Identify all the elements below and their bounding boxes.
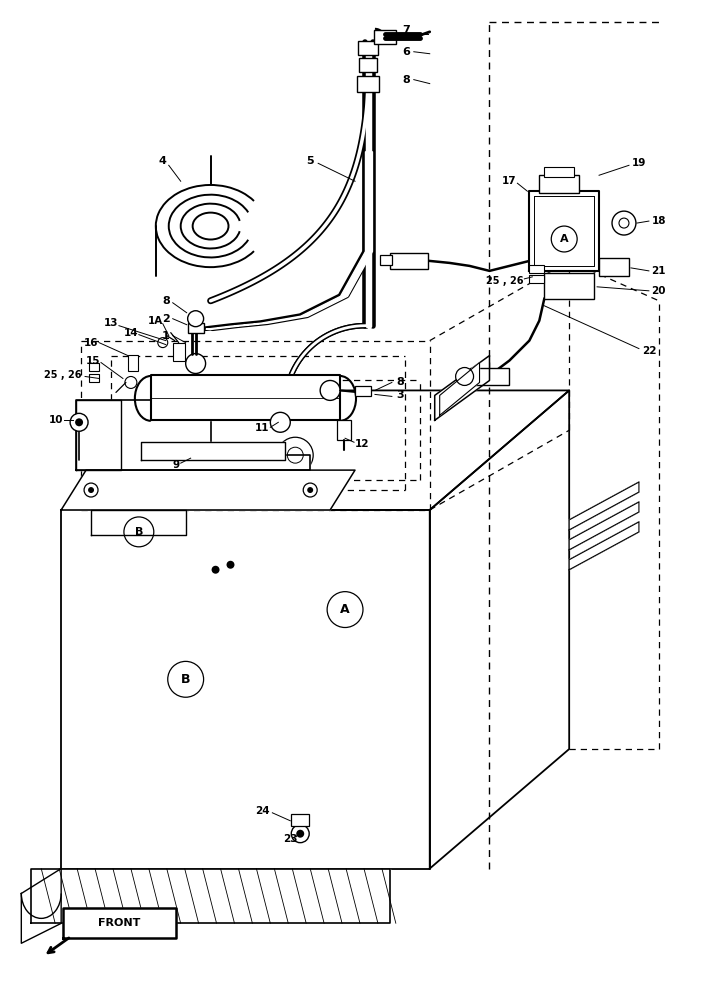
Bar — [337, 420, 351, 440]
Text: 2: 2 — [162, 314, 170, 324]
Bar — [128, 355, 138, 371]
Bar — [357, 76, 379, 92]
Circle shape — [88, 487, 94, 493]
Text: 8: 8 — [402, 75, 410, 85]
Text: B: B — [135, 527, 143, 537]
Text: 22: 22 — [642, 346, 656, 356]
Polygon shape — [141, 442, 285, 460]
Bar — [539, 175, 579, 193]
Text: 17: 17 — [502, 176, 517, 186]
Circle shape — [456, 368, 474, 385]
Bar — [544, 167, 574, 177]
Circle shape — [75, 418, 83, 426]
Polygon shape — [31, 869, 390, 923]
Bar — [544, 273, 594, 299]
Polygon shape — [570, 482, 639, 530]
Circle shape — [277, 437, 313, 473]
Bar — [355, 386, 371, 396]
Text: 10: 10 — [49, 415, 63, 425]
Text: 7: 7 — [402, 25, 410, 35]
Polygon shape — [22, 869, 61, 943]
Text: 3: 3 — [396, 390, 404, 400]
Circle shape — [292, 825, 309, 843]
Polygon shape — [150, 375, 340, 420]
Text: 4: 4 — [159, 156, 167, 166]
Circle shape — [619, 218, 629, 228]
Polygon shape — [61, 390, 570, 510]
Bar — [599, 258, 629, 276]
Circle shape — [158, 338, 168, 348]
Polygon shape — [570, 502, 639, 550]
Text: 11: 11 — [255, 423, 269, 433]
Bar — [89, 374, 99, 382]
Text: 21: 21 — [652, 266, 666, 276]
Bar — [529, 265, 544, 273]
Text: 9: 9 — [172, 460, 179, 470]
Polygon shape — [63, 908, 176, 938]
Polygon shape — [430, 390, 570, 869]
Polygon shape — [529, 191, 599, 271]
Circle shape — [84, 483, 98, 497]
Circle shape — [320, 380, 340, 400]
Text: 1: 1 — [162, 331, 170, 341]
Circle shape — [188, 311, 204, 327]
Text: 5: 5 — [307, 156, 314, 166]
Bar — [359, 58, 377, 72]
Bar — [469, 368, 510, 385]
Text: 8: 8 — [396, 377, 404, 387]
Text: 6: 6 — [402, 47, 410, 57]
Text: 12: 12 — [355, 439, 369, 449]
Text: 16: 16 — [84, 338, 99, 348]
Polygon shape — [76, 400, 121, 470]
Circle shape — [307, 487, 313, 493]
Bar — [390, 253, 428, 269]
Polygon shape — [91, 510, 186, 535]
Text: 8: 8 — [162, 296, 170, 306]
Circle shape — [125, 376, 137, 388]
Text: 15: 15 — [86, 356, 100, 366]
Bar — [292, 814, 309, 826]
Polygon shape — [76, 400, 310, 470]
Bar — [358, 41, 378, 55]
Circle shape — [270, 412, 290, 432]
Text: B: B — [181, 673, 190, 686]
Text: 24: 24 — [255, 806, 270, 816]
Polygon shape — [440, 363, 480, 415]
Text: 1A: 1A — [148, 316, 163, 326]
Text: 18: 18 — [652, 216, 666, 226]
Circle shape — [303, 483, 318, 497]
Text: 25 , 26: 25 , 26 — [45, 370, 82, 380]
Polygon shape — [570, 522, 639, 570]
Circle shape — [70, 413, 88, 431]
Text: 23: 23 — [283, 834, 297, 844]
Bar — [374, 30, 396, 44]
Text: 19: 19 — [631, 158, 646, 168]
Circle shape — [612, 211, 636, 235]
Polygon shape — [61, 510, 430, 869]
Text: 13: 13 — [104, 318, 118, 328]
Text: 20: 20 — [652, 286, 666, 296]
Bar — [89, 363, 99, 371]
Bar — [173, 343, 184, 361]
Circle shape — [296, 830, 305, 838]
Polygon shape — [435, 356, 490, 420]
Text: A: A — [560, 234, 569, 244]
Circle shape — [186, 354, 206, 373]
Text: 14: 14 — [124, 328, 138, 338]
Text: 25 , 26: 25 , 26 — [486, 276, 523, 286]
Circle shape — [227, 561, 235, 569]
Polygon shape — [61, 470, 355, 510]
Bar — [188, 323, 204, 333]
Bar — [380, 255, 392, 265]
Text: A: A — [341, 603, 350, 616]
Circle shape — [212, 566, 220, 574]
Bar — [529, 275, 544, 283]
Text: FRONT: FRONT — [98, 918, 140, 928]
